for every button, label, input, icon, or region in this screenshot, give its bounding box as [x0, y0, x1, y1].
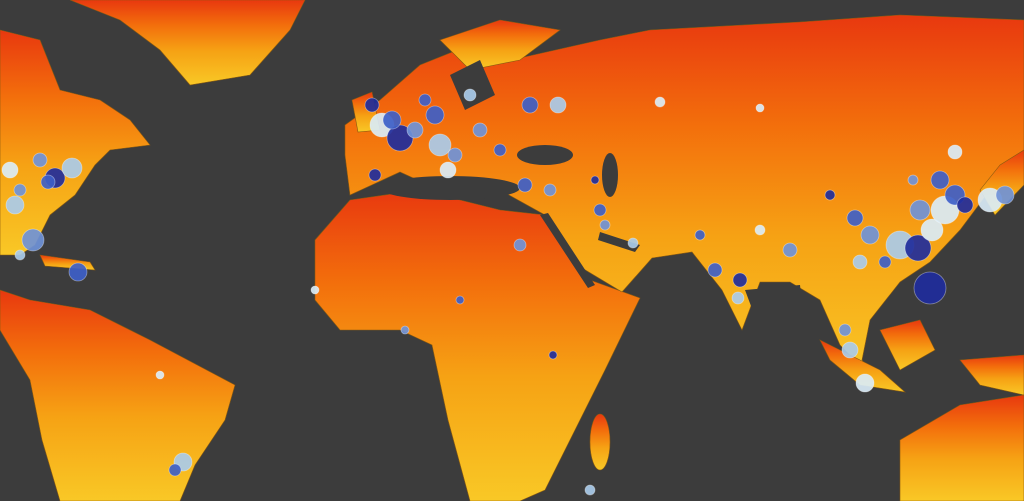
city-marker — [472, 122, 488, 138]
city-marker — [32, 152, 48, 168]
city-marker — [382, 110, 402, 130]
city-marker — [428, 133, 452, 157]
mediterranean — [380, 176, 520, 200]
baltic-sea — [450, 60, 495, 110]
city-marker — [995, 185, 1015, 205]
city-marker — [909, 199, 931, 221]
city-marker — [913, 271, 947, 305]
city-marker — [920, 218, 944, 242]
city-marker — [694, 229, 706, 241]
city-marker — [782, 242, 798, 258]
city-marker — [599, 219, 611, 231]
city-marker — [838, 323, 852, 337]
city-marker — [731, 291, 745, 305]
indonesia — [819, 339, 906, 393]
black-sea — [517, 145, 573, 165]
caspian-sea — [602, 153, 618, 197]
city-marker — [521, 96, 539, 114]
city-marker — [68, 262, 88, 282]
australia — [899, 394, 1024, 501]
africa — [314, 189, 641, 501]
city-marker — [5, 195, 25, 215]
city-marker — [493, 143, 507, 157]
city-marker — [755, 103, 765, 113]
city-marker — [517, 177, 533, 193]
borneo — [879, 319, 936, 371]
city-marker — [707, 262, 723, 278]
city-marker — [447, 147, 463, 163]
city-marker — [549, 96, 567, 114]
city-marker — [878, 255, 892, 269]
city-marker — [155, 370, 165, 380]
inland-seas — [380, 60, 805, 330]
city-markers — [1, 88, 1015, 496]
city-marker — [654, 96, 666, 108]
south-america — [0, 289, 236, 501]
city-marker — [754, 224, 766, 236]
city-marker — [439, 161, 457, 179]
city-marker — [907, 174, 919, 186]
city-marker — [168, 463, 182, 477]
city-marker — [846, 209, 864, 227]
city-marker — [61, 157, 83, 179]
red-sea — [540, 213, 595, 288]
city-marker — [543, 183, 557, 197]
bay-of-bengal — [745, 285, 805, 330]
city-marker — [40, 174, 56, 190]
city-marker — [824, 189, 836, 201]
city-marker — [947, 144, 963, 160]
city-marker — [13, 183, 27, 197]
city-marker — [904, 234, 932, 262]
city-marker — [732, 272, 748, 288]
city-marker — [930, 170, 950, 190]
city-marker — [463, 88, 477, 102]
city-marker — [400, 325, 410, 335]
city-marker — [627, 237, 639, 249]
city-marker — [364, 97, 380, 113]
greenland — [69, 0, 306, 86]
city-marker — [513, 238, 527, 252]
city-marker — [956, 196, 974, 214]
new-guinea — [959, 354, 1024, 396]
city-marker — [1, 161, 19, 179]
city-marker — [548, 350, 558, 360]
city-marker — [418, 93, 432, 107]
city-marker — [14, 249, 26, 261]
city-marker — [841, 341, 859, 359]
city-marker — [386, 124, 414, 152]
city-marker — [590, 175, 600, 185]
city-marker — [368, 168, 382, 182]
city-marker — [852, 254, 868, 270]
city-marker — [860, 225, 880, 245]
persian-gulf — [598, 232, 640, 252]
city-marker — [406, 121, 424, 139]
city-marker — [593, 203, 607, 217]
city-marker — [855, 373, 875, 393]
city-marker — [425, 105, 445, 125]
city-marker — [584, 484, 596, 496]
city-marker — [455, 295, 465, 305]
city-marker — [21, 228, 45, 252]
city-marker — [310, 285, 320, 295]
scandinavia-north — [439, 19, 561, 71]
madagascar — [589, 413, 611, 471]
